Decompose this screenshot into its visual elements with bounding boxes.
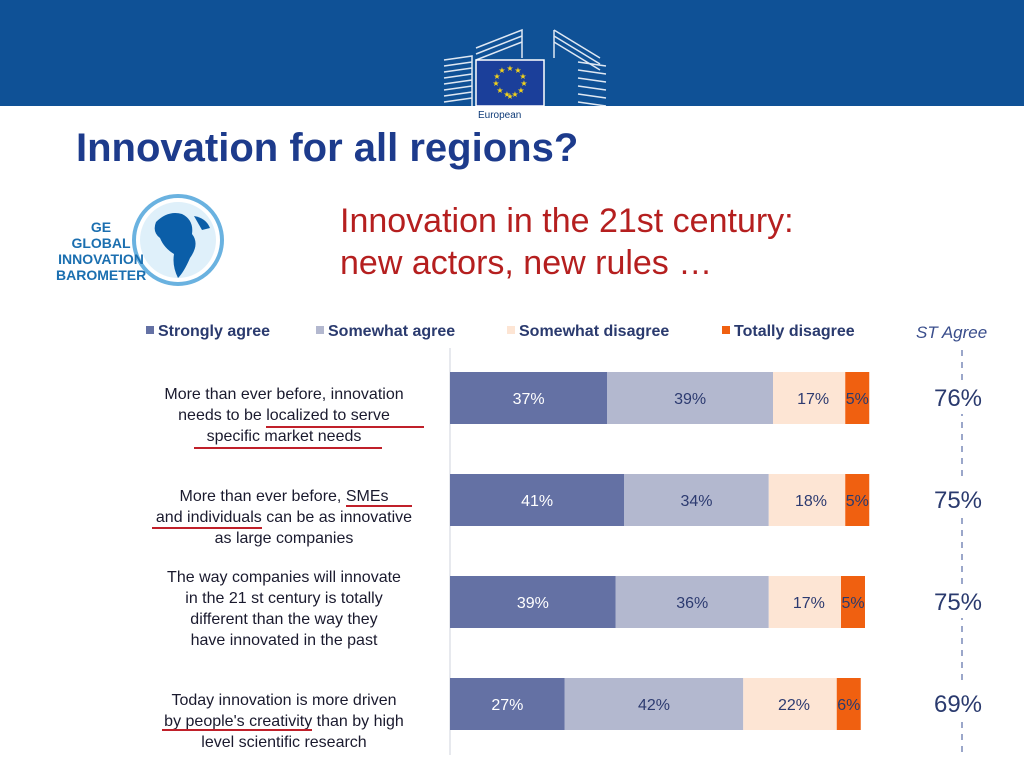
category-label: More than ever before, innovation needs t… [124, 384, 444, 447]
bar-segment [624, 474, 769, 526]
category-label-line: as large companies [214, 530, 354, 547]
category-label-line: in the 21 st century is totally [185, 590, 383, 607]
european-commission-logo: ★ ★★ ★★★ ★★★ ★★★ [443, 28, 607, 106]
emphasis-underline [194, 447, 382, 449]
bar-value-label: 41% [521, 493, 553, 510]
category-label-line: by people's creativity than by high [164, 713, 404, 730]
bar-value-label: 5% [846, 391, 869, 408]
bar-value-label: 36% [676, 595, 708, 612]
bar-value-label: 17% [793, 595, 825, 612]
subtitle-line: Innovation in the 21st century: [340, 202, 794, 240]
bar-segment [450, 576, 616, 628]
ge-logo-text: GE GLOBAL INNOVATION BAROMETER [56, 219, 146, 283]
emphasis-underline [346, 505, 412, 507]
page-title: Innovation for all regions? [76, 126, 579, 170]
st-agree-bg [930, 584, 988, 618]
legend-swatch [722, 326, 730, 334]
bar-value-label: 17% [797, 391, 829, 408]
bar-segment [450, 372, 608, 424]
legend-label: Somewhat agree [328, 323, 455, 340]
category-label-line: More than ever before, innovation [164, 386, 404, 403]
st-agree-header: ST Agree [916, 323, 988, 342]
ge-logo-line: INNOVATION [58, 251, 144, 267]
svg-text:★: ★ [496, 86, 503, 95]
subtitle-line: new actors, new rules … [340, 244, 713, 282]
legend-swatch [507, 326, 515, 334]
bar-segment [768, 576, 841, 628]
bar-value-label: 27% [491, 697, 523, 714]
bar-value-label: 39% [674, 391, 706, 408]
emphasis-underline [162, 729, 312, 731]
legend-label: Somewhat disagree [519, 323, 669, 340]
bar-segment [450, 474, 625, 526]
svg-text:★: ★ [498, 66, 505, 75]
st-agree-bg [930, 686, 988, 720]
svg-text:★: ★ [517, 86, 524, 95]
bar-value-label: 34% [680, 493, 712, 510]
st-agree-bg [930, 482, 988, 516]
svg-text:★: ★ [503, 90, 510, 99]
svg-text:★: ★ [493, 72, 500, 81]
category-label: More than ever before, SMEs and individua… [124, 486, 444, 549]
category-label-line: The way companies will innovate [167, 569, 401, 586]
bar-value-label: 42% [638, 697, 670, 714]
ge-logo-line: BAROMETER [56, 267, 147, 283]
category-label-line: specific market needs [206, 428, 362, 445]
ge-logo-line: GE [90, 219, 112, 235]
category-label-line: and individuals can be as innovative [155, 509, 413, 526]
category-label: Today innovation is more driven by people… [124, 690, 444, 753]
legend-swatch [146, 326, 154, 334]
st-agree-value: 75% [934, 487, 982, 514]
emphasis-underline [266, 426, 424, 428]
ge-barometer-globe-logo [132, 194, 224, 286]
bar-segment [836, 678, 861, 730]
category-label-line: level scientific research [201, 734, 367, 751]
emphasis-underline [152, 527, 262, 529]
svg-text:★: ★ [506, 92, 513, 101]
bar-value-label: 37% [513, 391, 545, 408]
category-label-line: have innovated in the past [190, 632, 378, 649]
legend-swatch [316, 326, 324, 334]
bar-segment [743, 678, 837, 730]
bar-segment [607, 372, 773, 424]
category-label-line: More than ever before, SMEs [179, 488, 389, 505]
bar-value-label: 5% [841, 595, 864, 612]
svg-text:★: ★ [511, 90, 518, 99]
st-agree-value: 76% [934, 385, 982, 412]
bar-value-label: 6% [837, 697, 860, 714]
legend-label: Strongly agree [158, 323, 270, 340]
eu-label: European [478, 110, 522, 121]
bar-segment [450, 678, 565, 730]
category-label: The way companies will innovate in the 21… [124, 567, 444, 651]
svg-text:★: ★ [492, 79, 499, 88]
st-agree-value: 75% [934, 589, 982, 616]
svg-text:★: ★ [514, 66, 521, 75]
category-label-line: different than the way they [190, 611, 378, 628]
svg-text:★: ★ [506, 64, 513, 73]
ge-logo-line: GLOBAL [71, 235, 131, 251]
bar-value-label: 39% [517, 595, 549, 612]
svg-text:★: ★ [520, 79, 527, 88]
category-label-line: needs to be localized to serve [178, 407, 390, 424]
bar-segment [564, 678, 744, 730]
bar-segment [841, 576, 865, 628]
st-agree-value: 69% [934, 691, 982, 718]
bar-value-label: 5% [846, 493, 869, 510]
bar-segment [845, 372, 870, 424]
category-label-line: Today innovation is more driven [171, 692, 397, 709]
st-agree-bg [930, 380, 988, 414]
bar-segment [615, 576, 769, 628]
bar-segment [773, 372, 846, 424]
subtitle: Innovation in the 21st century: new acto… [340, 200, 794, 284]
legend-label: Totally disagree [734, 323, 855, 340]
bar-value-label: 22% [778, 697, 810, 714]
bar-segment [845, 474, 870, 526]
svg-text:★: ★ [519, 72, 526, 81]
bar-value-label: 18% [795, 493, 827, 510]
bar-segment [768, 474, 846, 526]
